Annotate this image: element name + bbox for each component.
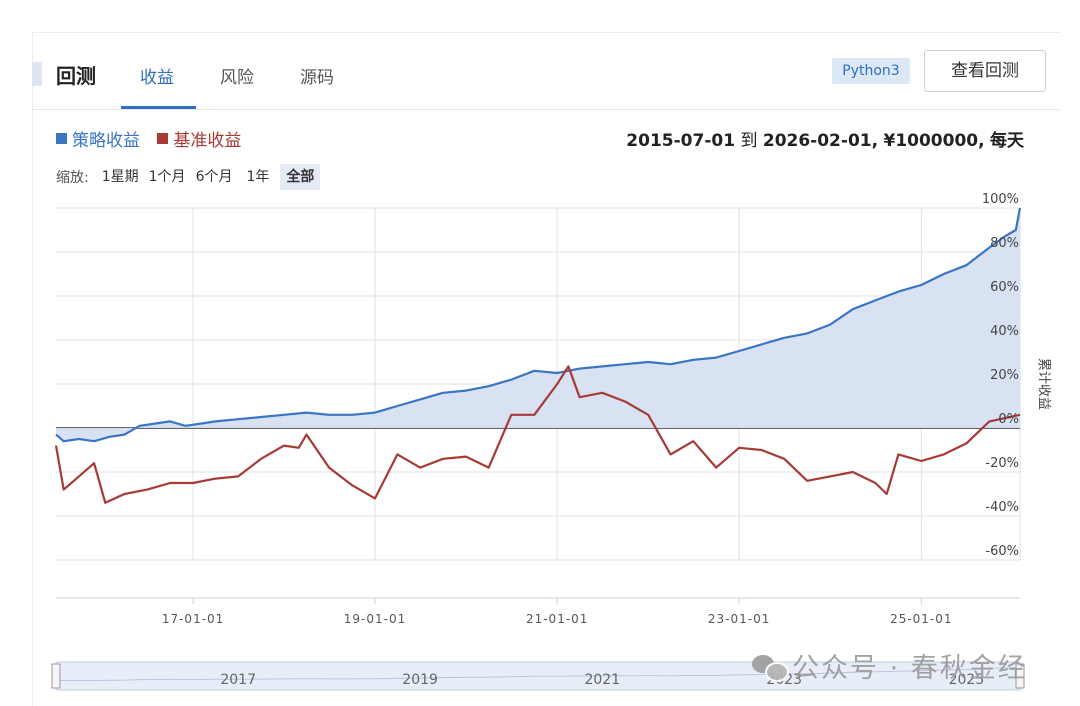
- y-axis-title: 累计收益: [1036, 358, 1051, 410]
- backtest-header: 回测 收益 风险 源码 Python3 查看回测: [32, 44, 1060, 110]
- legend-benchmark[interactable]: 基准收益: [157, 126, 241, 151]
- chart-axes: -60% -40% -20% 0% 20% 40% 60% 80% 100% 17-01-01 19…: [56, 192, 1051, 626]
- y-tick-label: 20%: [990, 368, 1019, 383]
- y-tick-label: -60%: [985, 544, 1019, 559]
- x-tick-label: 19-01-01: [344, 612, 406, 626]
- legend-strategy-label: 策略收益: [72, 131, 140, 151]
- x-tick-label: 23-01-01: [708, 612, 770, 626]
- watermark-text: 公众号 · 春秋金经: [792, 653, 1027, 684]
- zoom-1year-button[interactable]: 1年: [246, 169, 270, 185]
- page-title: 回测: [56, 64, 96, 88]
- frame-top-border: [32, 32, 1060, 33]
- y-tick-label: 60%: [990, 280, 1019, 295]
- y-tick-label: 0%: [998, 412, 1019, 427]
- strategy-area-fill: [56, 208, 1020, 442]
- zoom-1month-button[interactable]: 1个月: [148, 169, 186, 185]
- navigator-right-handle[interactable]: [1015, 663, 1025, 689]
- benchmark-series-line: [54, 365, 1021, 504]
- date-separator: 到: [740, 131, 758, 151]
- tab-source[interactable]: 源码: [300, 68, 334, 88]
- strategy-area: [56, 208, 1020, 442]
- navigator-year-label: 2021: [584, 672, 620, 688]
- chart-legend: 策略收益 基准收益: [56, 126, 253, 151]
- strategy-series-line: [55, 207, 1022, 443]
- frequency: 每天: [990, 131, 1024, 151]
- header-accent-bar: [32, 62, 42, 86]
- watermark: 公众号 · 春秋金经: [752, 646, 1027, 685]
- x-tick-label: 25-01-01: [890, 612, 952, 626]
- y-tick-label: 40%: [990, 324, 1019, 339]
- y-tick-label: 80%: [990, 236, 1019, 251]
- zoom-bar: 缩放: 1星期 1个月 6个月 1年 全部: [56, 164, 324, 190]
- navigator-series-line: [55, 665, 1021, 682]
- y-tick-label: -20%: [985, 456, 1019, 471]
- legend-strategy[interactable]: 策略收益: [56, 126, 140, 151]
- x-tick-label: 17-01-01: [162, 612, 224, 626]
- end-date: 2026-02-01: [762, 131, 872, 151]
- benchmark-swatch-icon: [157, 133, 169, 144]
- y-tick-label: 100%: [982, 192, 1019, 207]
- start-date: 2015-07-01: [626, 131, 736, 151]
- chart-series: [54, 207, 1022, 504]
- navigator-year-label: 2019: [402, 672, 438, 688]
- range-navigator[interactable]: 2017 2019 2021 2023 2025: [51, 661, 1025, 691]
- strategy-swatch-icon: [56, 133, 67, 144]
- backtest-summary: 2015-07-01 到 2026-02-01, ¥1000000, 每天: [626, 131, 1024, 151]
- zoom-1week-button[interactable]: 1星期: [101, 169, 139, 185]
- navigator-year-label: 2025: [949, 672, 985, 688]
- zoom-label: 缩放:: [56, 170, 89, 186]
- header-divider: [32, 109, 1060, 110]
- tab-risk[interactable]: 风险: [220, 68, 254, 88]
- zoom-all-button[interactable]: 全部: [280, 164, 321, 190]
- initial-capital: ¥1000000: [883, 131, 979, 151]
- tab-returns[interactable]: 收益: [140, 68, 174, 88]
- language-badge: Python3: [832, 58, 910, 84]
- legend-benchmark-label: 基准收益: [173, 131, 242, 151]
- zoom-6month-button[interactable]: 6个月: [195, 169, 233, 185]
- frame-left-border: [32, 32, 33, 706]
- active-tab-indicator: [121, 106, 196, 109]
- x-tick-label: 21-01-01: [526, 612, 588, 626]
- wechat-icon: [752, 653, 789, 682]
- y-tick-label: -40%: [985, 500, 1019, 515]
- navigator-year-label: 2017: [220, 672, 256, 688]
- navigator-left-handle[interactable]: [51, 663, 61, 689]
- view-backtest-button[interactable]: 查看回测: [924, 50, 1046, 92]
